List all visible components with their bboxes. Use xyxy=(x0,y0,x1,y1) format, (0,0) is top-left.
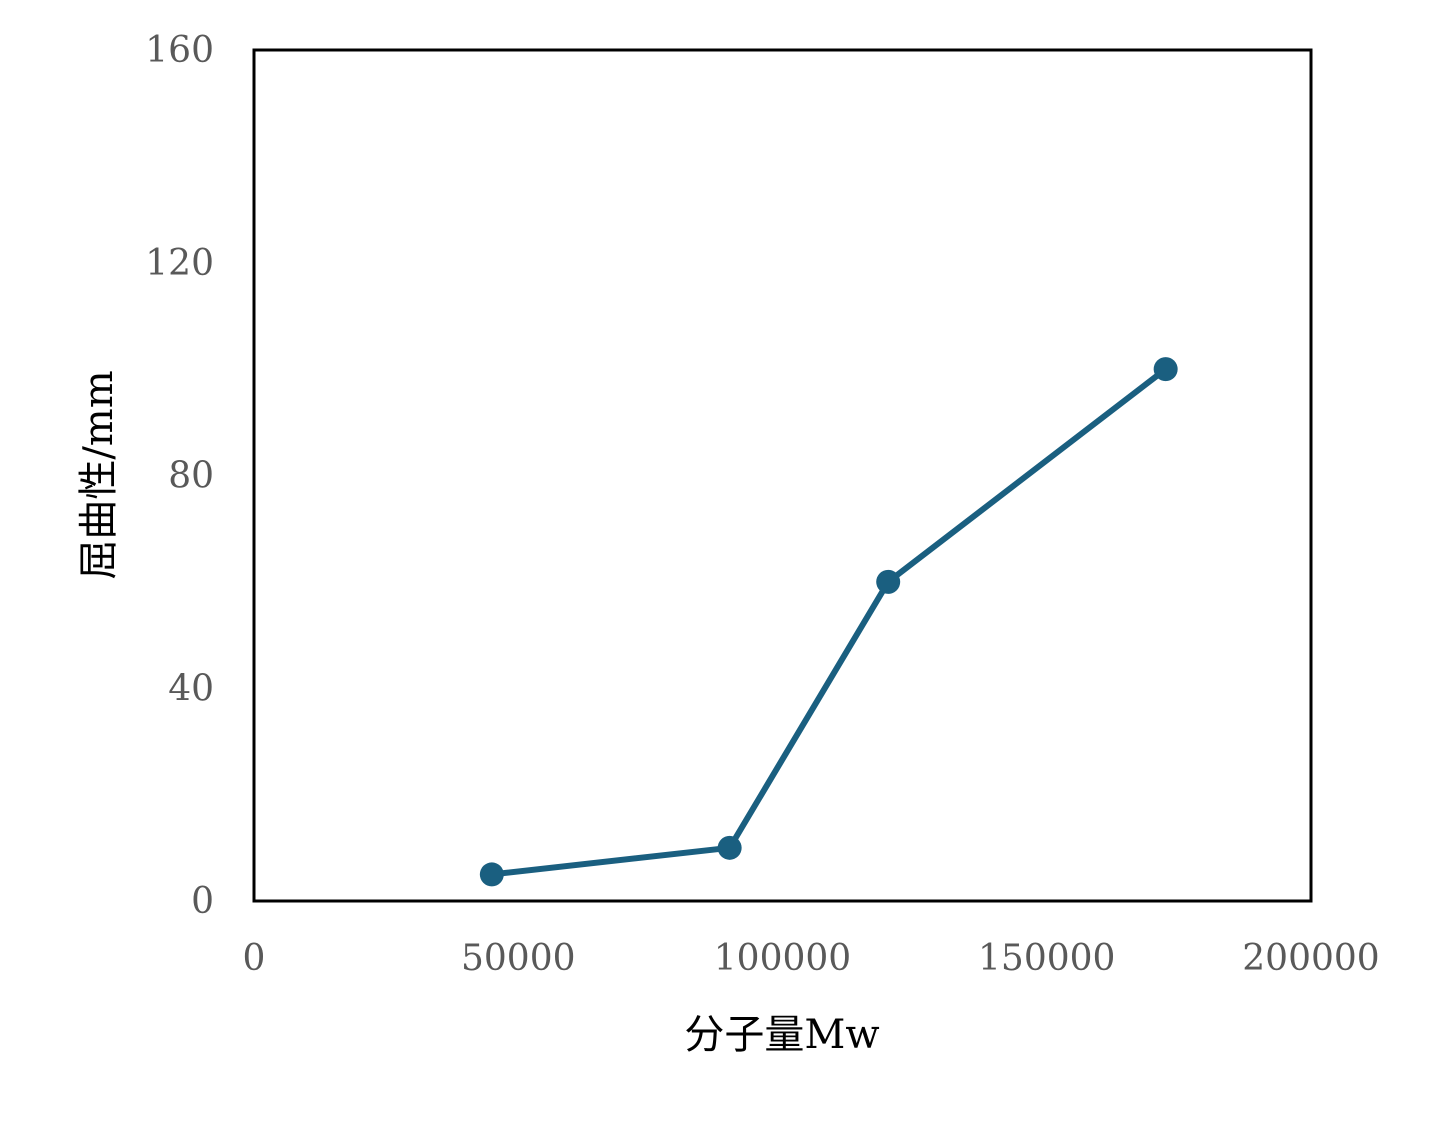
x-axis-title: 分子量Mw xyxy=(684,1012,879,1058)
x-tick-label: 200000 xyxy=(1242,938,1379,979)
x-tick-label: 0 xyxy=(243,938,266,979)
y-tick-label: 120 xyxy=(145,243,214,284)
data-point xyxy=(717,835,742,860)
y-tick-label: 80 xyxy=(168,456,214,497)
x-tick-label: 50000 xyxy=(461,938,576,979)
x-axis-ticks: 0 50000 100000 150000 200000 xyxy=(243,938,1380,979)
data-point xyxy=(876,569,901,594)
y-tick-label: 0 xyxy=(191,881,214,922)
x-tick-label: 100000 xyxy=(714,938,851,979)
plot-area xyxy=(252,48,1313,903)
y-axis-ticks: 0 40 80 120 160 xyxy=(145,30,214,922)
y-tick-label: 40 xyxy=(168,668,214,709)
y-axis-title: 屈曲性/mm xyxy=(76,370,122,579)
series-line xyxy=(488,366,1169,878)
data-point xyxy=(479,862,504,887)
data-point xyxy=(1153,357,1178,382)
y-tick-label: 160 xyxy=(145,30,214,71)
series-layer xyxy=(479,357,1178,887)
x-tick-label: 150000 xyxy=(978,938,1115,979)
